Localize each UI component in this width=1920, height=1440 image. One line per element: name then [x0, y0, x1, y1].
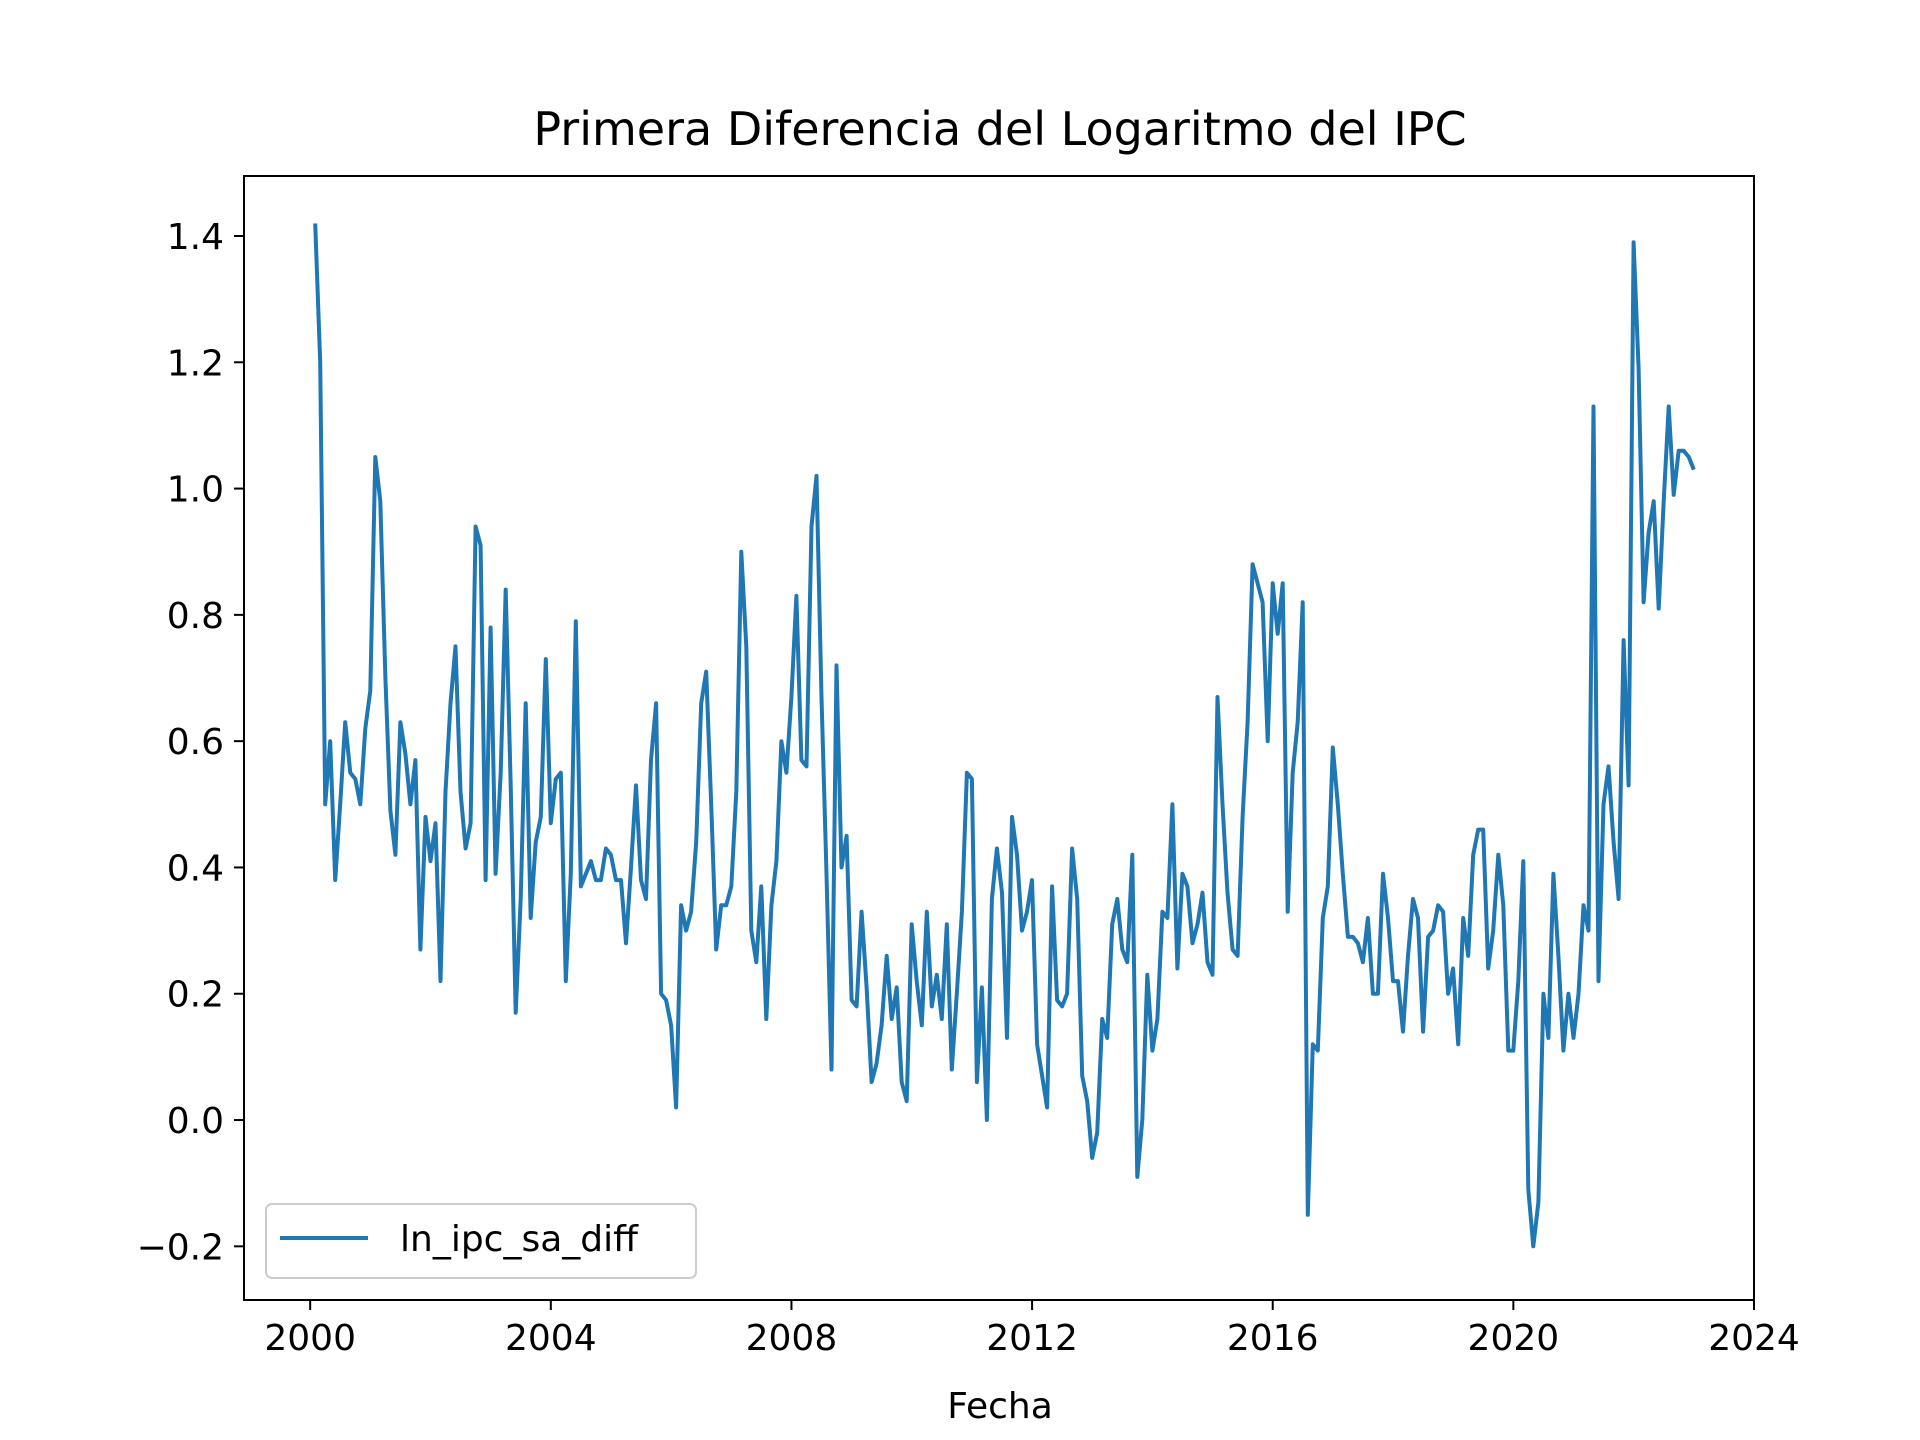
- x-tick-label: 2000: [264, 1318, 356, 1359]
- x-tick-label: 2016: [1227, 1318, 1319, 1359]
- chart-title: Primera Diferencia del Logaritmo del IPC: [533, 102, 1466, 156]
- y-tick-label: 1.2: [167, 343, 224, 384]
- x-tick-label: 2020: [1468, 1318, 1560, 1359]
- legend-entry: ln_ipc_sa_diff: [400, 1219, 639, 1260]
- x-tick-label: 2024: [1708, 1318, 1800, 1359]
- plot-area: [243, 175, 1755, 1301]
- y-tick-label: 1.4: [167, 217, 224, 258]
- series-layer: [313, 223, 1696, 1249]
- y-tick-label: 1.0: [167, 470, 224, 511]
- series-line-ln_ipc_sa_diff: [313, 223, 1696, 1249]
- x-tick-label: 2008: [746, 1318, 838, 1359]
- x-tick-label: 2012: [986, 1318, 1078, 1359]
- y-tick-label: 0.6: [167, 722, 224, 763]
- legend: ln_ipc_sa_diff: [265, 1203, 697, 1279]
- legend-box: [265, 1203, 697, 1279]
- y-tick-label: 0.4: [167, 848, 224, 889]
- y-tick-label: −0.2: [137, 1227, 224, 1268]
- x-axis: 2000 2004 2008 2012 2016 2020 2024: [264, 1300, 1800, 1359]
- x-axis-label: Fecha: [947, 1386, 1053, 1427]
- y-tick-label: 0.0: [167, 1101, 224, 1142]
- y-tick-label: 0.2: [167, 975, 224, 1016]
- y-tick-label: 0.8: [167, 596, 224, 637]
- x-tick-label: 2004: [505, 1318, 597, 1359]
- y-axis: −0.2 0.0 0.2 0.4 0.6 0.8 1.0 1.2 1.4: [137, 217, 244, 1268]
